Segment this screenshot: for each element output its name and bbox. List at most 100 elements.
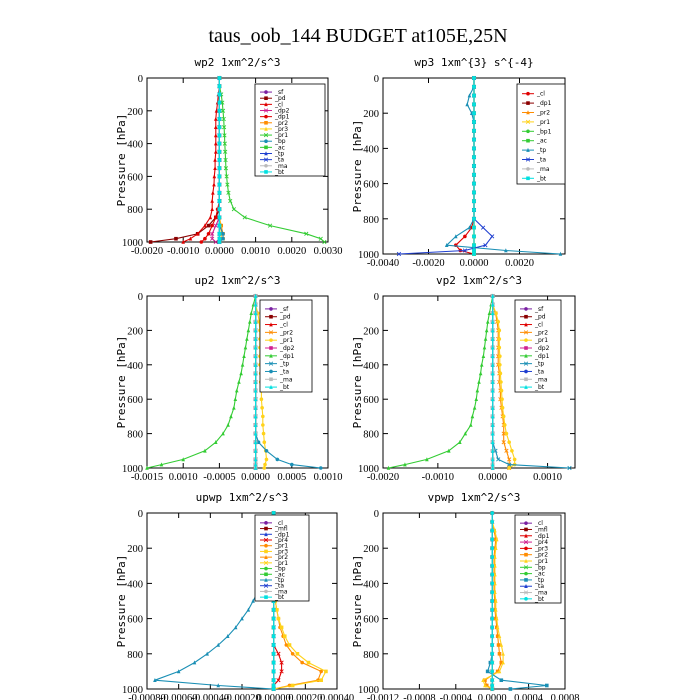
legend-label: _ta <box>534 583 544 590</box>
legend-label: _bp <box>274 138 286 145</box>
legend-label: _bt <box>274 169 285 176</box>
x-tick-label: 0.0004 <box>514 693 544 700</box>
legend-marker <box>526 101 530 105</box>
y-tick-label: 800 <box>127 205 143 216</box>
data-point <box>213 166 217 170</box>
data-point <box>240 616 244 621</box>
data-point <box>472 129 476 133</box>
data-point <box>231 207 236 212</box>
data-point <box>472 248 476 253</box>
x-tick-label: 0.0010 <box>169 472 198 483</box>
data-point <box>253 293 258 298</box>
y-axis-label: Pressure [hPa] <box>115 114 128 207</box>
legend-marker <box>264 532 268 537</box>
legend-marker <box>526 91 530 96</box>
data-point <box>271 634 276 638</box>
legend-marker <box>524 546 528 551</box>
data-point <box>490 616 495 621</box>
data-point <box>497 337 502 341</box>
legend-marker <box>264 145 268 150</box>
legend-label: _pr2 <box>274 120 288 127</box>
legend-marker <box>264 566 268 571</box>
y-tick-label: 400 <box>363 361 379 372</box>
y-tick-label: 0 <box>374 509 379 520</box>
x-tick-label: 0.00020 <box>288 693 322 700</box>
data-point <box>217 215 222 220</box>
legend-label: _cl <box>534 520 543 527</box>
data-point <box>271 652 276 656</box>
data-point <box>481 678 485 682</box>
legend-marker <box>523 539 529 545</box>
legend-marker <box>524 322 528 327</box>
data-point <box>199 240 204 244</box>
legend-label: _ta <box>536 157 546 164</box>
y-tick-label: 1000 <box>358 250 379 261</box>
legend-marker <box>263 537 269 543</box>
legend-label: _pr2 <box>536 110 550 117</box>
data-point <box>300 660 304 665</box>
data-point <box>253 440 258 444</box>
data-point <box>271 687 276 691</box>
legend-marker <box>264 102 268 107</box>
data-point <box>217 191 222 195</box>
data-point <box>495 669 500 674</box>
y-tick-label: 400 <box>127 579 143 590</box>
data-point <box>490 414 495 419</box>
data-point <box>472 137 476 142</box>
x-tick-label: -0.0020 <box>131 246 163 257</box>
data-point <box>217 223 222 228</box>
legend-marker <box>264 549 268 554</box>
y-tick-label: 200 <box>127 544 143 555</box>
data-point <box>279 660 284 665</box>
legend-marker <box>526 138 530 143</box>
y-tick-label: 1000 <box>122 238 143 249</box>
data-point <box>490 302 495 307</box>
legend: _sf_pd_cl_dp2_dp1_pr2_pr3_pr1_bp_ac_tp_t… <box>254 83 326 177</box>
data-point <box>253 465 258 470</box>
legend-label: _pr2 <box>534 329 548 336</box>
data-point <box>490 397 495 401</box>
x-tick-label: 0.0010 <box>241 246 270 257</box>
legend-label: _ma <box>536 166 550 173</box>
data-point <box>499 388 504 393</box>
x-tick-label: -0.0020 <box>412 258 444 269</box>
legend-marker <box>264 589 268 594</box>
data-point <box>212 174 217 179</box>
data-point <box>245 336 249 341</box>
data-point <box>490 371 495 376</box>
legend-label: _ma <box>274 163 288 170</box>
panel-title: up2 1xm^2/s^3 <box>194 274 280 287</box>
legend-label: _dp1 <box>534 353 550 360</box>
panel-title: wp3 1xm^{3} s^{-4} <box>414 56 533 69</box>
y-tick-label: 600 <box>127 395 143 406</box>
data-point <box>472 252 476 256</box>
data-point <box>318 466 323 470</box>
y-tick-label: 600 <box>127 615 143 626</box>
data-point <box>497 652 502 656</box>
data-point <box>205 651 209 656</box>
legend: _cl _dp1 _pr2 _pr1 _bp1 _ac _tp _ta _ma _bt <box>516 83 566 185</box>
data-point <box>472 173 476 177</box>
data-point <box>210 223 214 228</box>
legend-label: _bp <box>274 566 286 573</box>
data-point <box>217 109 222 113</box>
data-point <box>290 683 295 688</box>
x-tick-label: 0.0005 <box>277 472 306 483</box>
data-point <box>502 423 507 427</box>
data-point <box>217 240 222 244</box>
data-point <box>490 345 495 350</box>
legend-marker <box>523 330 529 335</box>
legend-marker <box>264 595 268 599</box>
data-point <box>485 319 490 324</box>
data-point <box>213 149 218 154</box>
data-point <box>496 457 501 462</box>
data-point <box>203 223 207 228</box>
data-point <box>483 243 488 248</box>
y-axis-label: Pressure [hPa] <box>351 336 364 429</box>
data-point <box>264 449 269 453</box>
data-point <box>490 311 495 315</box>
data-point <box>181 457 185 462</box>
data-point <box>253 414 258 419</box>
legend-label: _bt <box>274 594 285 601</box>
data-point <box>493 590 497 594</box>
